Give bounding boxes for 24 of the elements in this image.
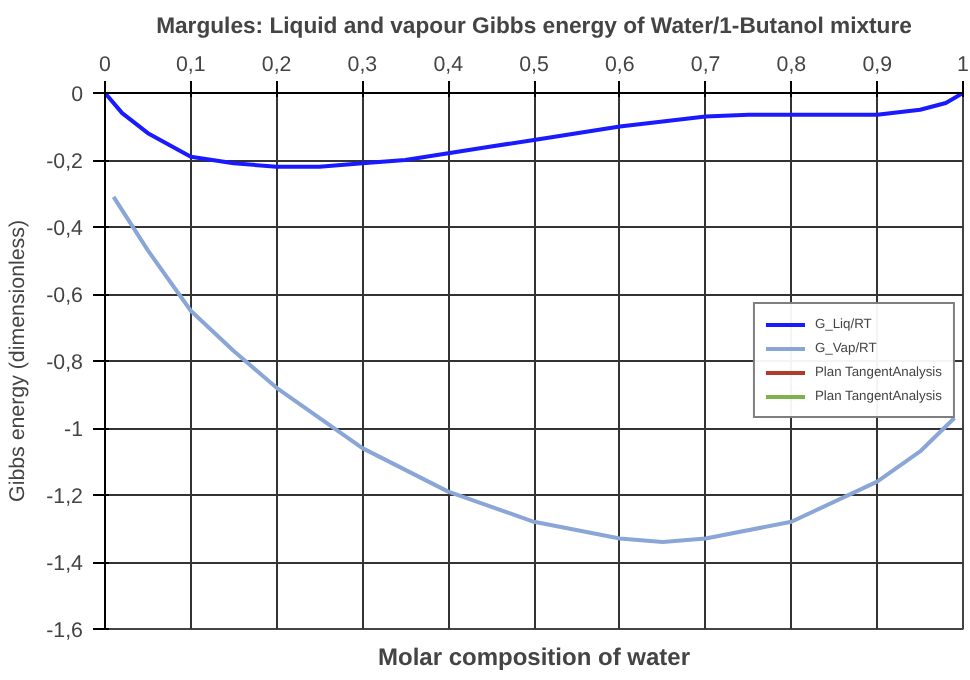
x-tick-label: 0,9	[862, 53, 893, 77]
chart-title: Margules: Liquid and vapour Gibbs energy of Water/1-Butanol mixture	[156, 15, 912, 39]
x-tick-label: 0,6	[604, 53, 635, 77]
y-tick-label: -0,8	[46, 351, 84, 375]
y-tick-label: -1,4	[46, 552, 84, 576]
x-tick-label: 0,1	[175, 53, 206, 77]
line-series	[111, 194, 957, 544]
y-tick-label: -0,2	[46, 150, 84, 174]
x-tick-label: 1	[957, 53, 970, 77]
x-tick-label: 0,5	[519, 53, 549, 77]
y-tick-label: -1,2	[46, 485, 84, 509]
x-axis-title: Molar composition of water	[377, 643, 691, 671]
x-tick-label: 0,4	[433, 53, 464, 77]
y-tick-label: 0	[71, 83, 84, 107]
x-tick-label: 0	[99, 53, 112, 77]
x-tick-label: 0,8	[776, 53, 807, 77]
x-tick-label: 0,3	[347, 53, 378, 77]
y-axis-title: Gibbs energy (dimensionless)	[6, 220, 31, 502]
x-tick-label: 0,2	[261, 53, 292, 77]
y-tick-label: -1,6	[46, 619, 84, 643]
x-tick-label: 0,7	[690, 53, 721, 77]
y-tick-label: -0,4	[46, 217, 84, 241]
y-tick-label: -1	[64, 418, 84, 442]
y-tick-label: -0,6	[46, 284, 84, 308]
